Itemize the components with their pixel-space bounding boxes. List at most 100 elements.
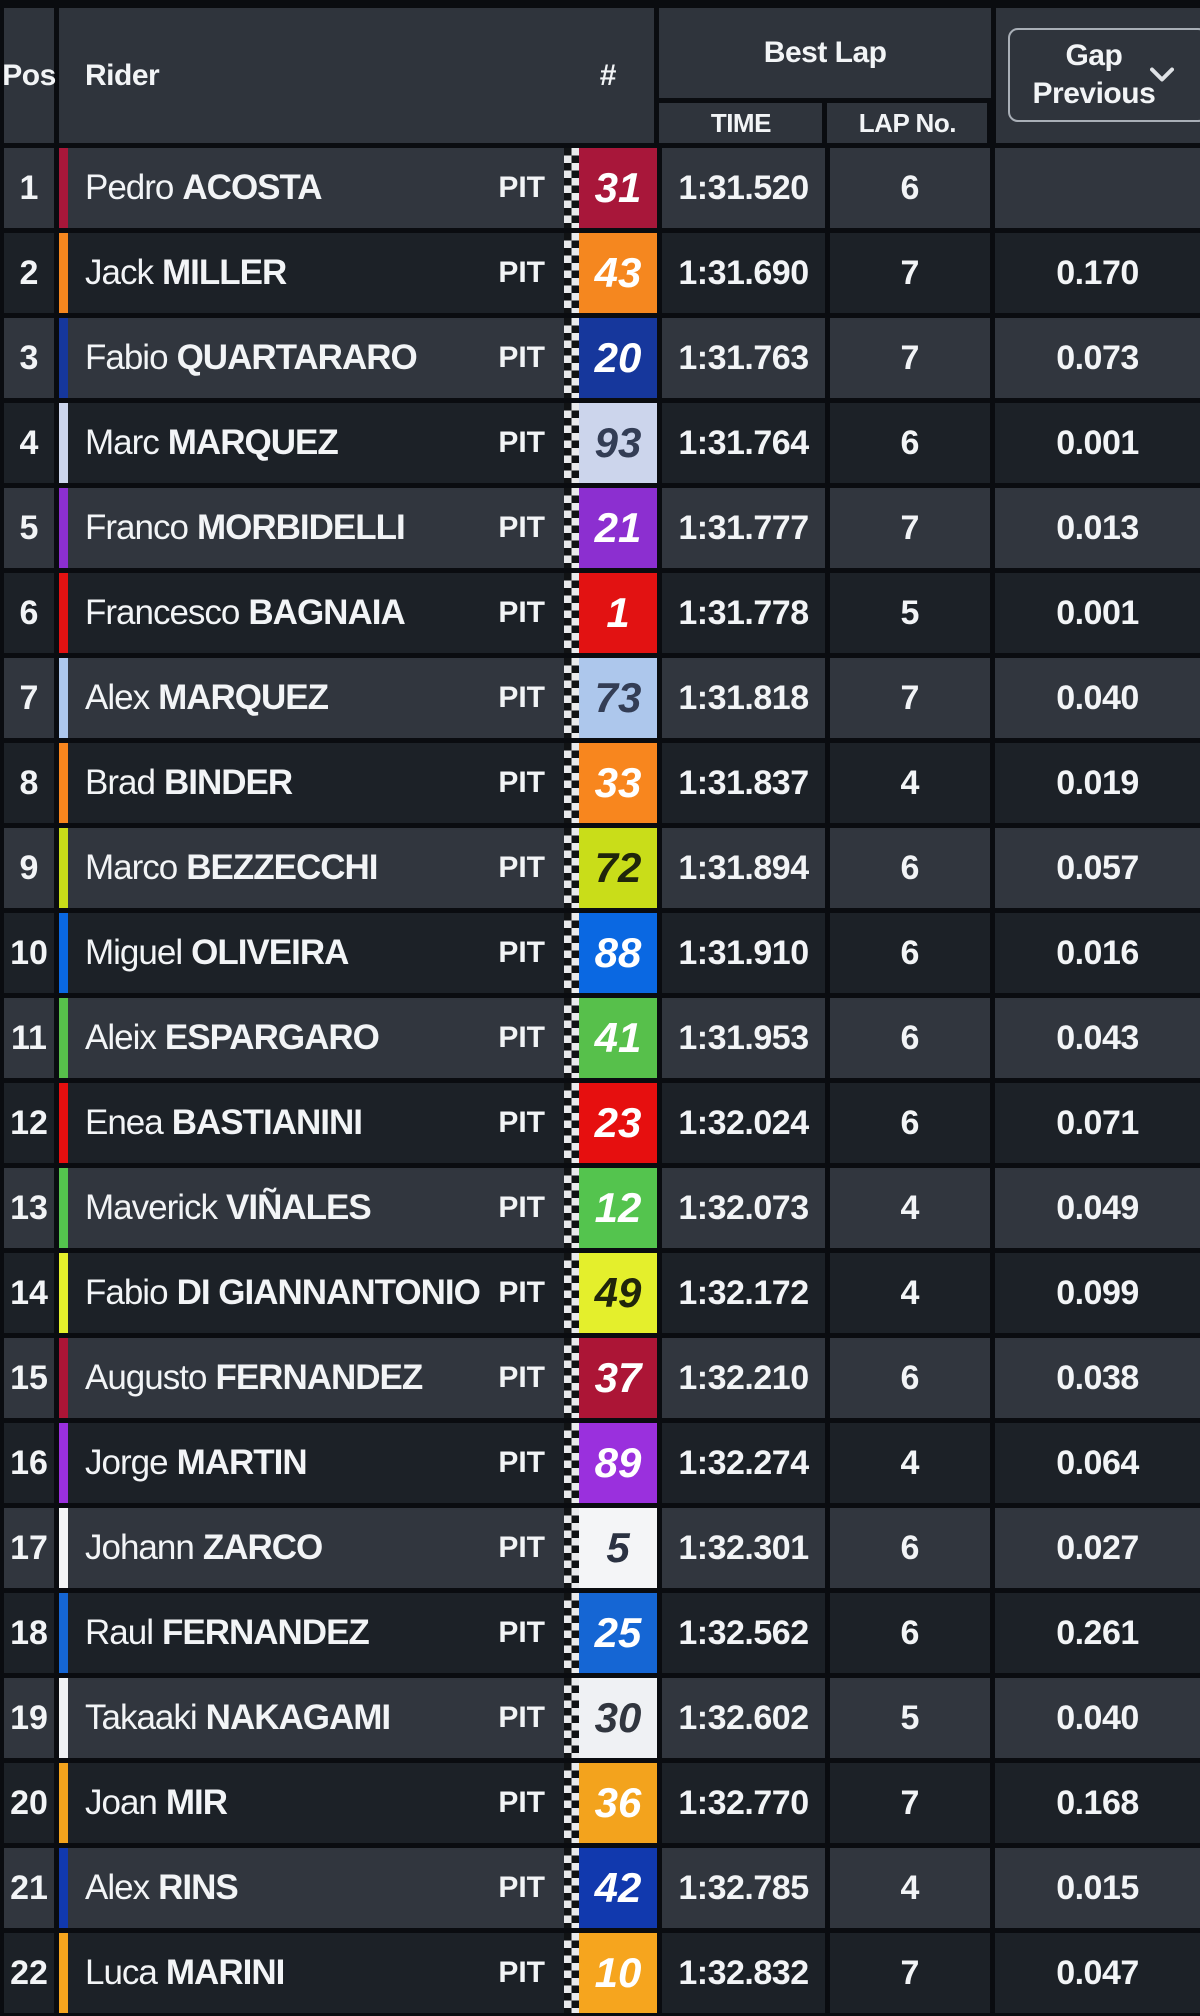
rider-cell: Joan MIR PIT 36: [59, 1763, 657, 1843]
rider-name: Fabio DI GIANNANTONIO: [85, 1273, 481, 1313]
gap-value: 0.027: [995, 1508, 1200, 1588]
lap-number: 6: [830, 1508, 990, 1588]
checker-strip-icon: [564, 318, 579, 398]
table-row[interactable]: 1 Pedro ACOSTA PIT 31 1:31.520 6: [4, 148, 1200, 228]
table-row[interactable]: 5 Franco MORBIDELLI PIT 21 1:31.777 7 0.0…: [4, 488, 1200, 568]
gap-value: 0.043: [995, 998, 1200, 1078]
best-lap-time: 1:31.520: [662, 148, 825, 228]
rider-name: Fabio QUARTARARO: [85, 338, 418, 378]
position-cell: 20: [4, 1763, 54, 1843]
rider-cell: Raul FERNANDEZ PIT 25: [59, 1593, 657, 1673]
header-lap-no: LAP No.: [827, 103, 988, 143]
rider-first-name: Pedro: [85, 168, 174, 207]
pit-badge: PIT: [498, 1871, 545, 1904]
best-lap-time: 1:32.562: [662, 1593, 825, 1673]
table-row[interactable]: 15 Augusto FERNANDEZ PIT 37 1:32.210 6 0.…: [4, 1338, 1200, 1418]
table-row[interactable]: 18 Raul FERNANDEZ PIT 25 1:32.562 6 0.261: [4, 1593, 1200, 1673]
rider-name: Maverick VIÑALES: [85, 1188, 372, 1228]
position-cell: 14: [4, 1253, 54, 1333]
lap-number: 7: [830, 1763, 990, 1843]
gap-previous-dropdown[interactable]: Gap Previous: [1007, 28, 1200, 122]
best-lap-time: 1:32.073: [662, 1168, 825, 1248]
gap-value: 0.071: [995, 1083, 1200, 1163]
gap-value: 0.019: [995, 743, 1200, 823]
number-plate: 31: [579, 148, 657, 228]
table-row[interactable]: 7 Alex MARQUEZ PIT 73 1:31.818 7 0.040: [4, 658, 1200, 738]
rider-first-name: Aleix: [85, 1018, 157, 1057]
position-cell: 5: [4, 488, 54, 568]
best-lap-time: 1:32.301: [662, 1508, 825, 1588]
table-row[interactable]: 8 Brad BINDER PIT 33 1:31.837 4 0.019: [4, 743, 1200, 823]
rider-first-name: Augusto: [85, 1358, 207, 1397]
best-lap-time: 1:31.894: [662, 828, 825, 908]
checker-strip-icon: [564, 1338, 579, 1418]
rider-first-name: Fabio: [85, 1273, 169, 1312]
best-lap-time: 1:31.690: [662, 233, 825, 313]
lap-number: 6: [830, 1338, 990, 1418]
lap-number: 6: [830, 1593, 990, 1673]
rider-cell: Francesco BAGNAIA PIT 1: [59, 573, 657, 653]
pit-badge: PIT: [498, 1786, 545, 1819]
team-color-stripe: [59, 1253, 68, 1333]
table-row[interactable]: 12 Enea BASTIANINI PIT 23 1:32.024 6 0.07…: [4, 1083, 1200, 1163]
position-cell: 17: [4, 1508, 54, 1588]
table-row[interactable]: 17 Johann ZARCO PIT 5 1:32.301 6 0.027: [4, 1508, 1200, 1588]
number-plate: 36: [579, 1763, 657, 1843]
table-row[interactable]: 21 Alex RINS PIT 42 1:32.785 4 0.015: [4, 1848, 1200, 1928]
table-row[interactable]: 22 Luca MARINI PIT 10 1:32.832 7 0.047: [4, 1933, 1200, 2013]
pit-badge: PIT: [498, 1191, 545, 1224]
table-row[interactable]: 16 Jorge MARTIN PIT 89 1:32.274 4 0.064: [4, 1423, 1200, 1503]
team-color-stripe: [59, 998, 68, 1078]
rider-first-name: Miguel: [85, 933, 183, 972]
number-plate: 10: [579, 1933, 657, 2013]
table-row[interactable]: 19 Takaaki NAKAGAMI PIT 30 1:32.602 5 0.0…: [4, 1678, 1200, 1758]
table-row[interactable]: 14 Fabio DI GIANNANTONIO PIT 49 1:32.172 …: [4, 1253, 1200, 1333]
table-row[interactable]: 3 Fabio QUARTARARO PIT 20 1:31.763 7 0.07…: [4, 318, 1200, 398]
rider-last-name: MARQUEZ: [167, 423, 339, 462]
gap-value: 0.015: [995, 1848, 1200, 1928]
best-lap-time: 1:32.832: [662, 1933, 825, 2013]
team-color-stripe: [59, 1338, 68, 1418]
best-lap-time: 1:32.770: [662, 1763, 825, 1843]
gap-value: 0.040: [995, 658, 1200, 738]
number-plate: 5: [579, 1508, 657, 1588]
lap-number: 7: [830, 488, 990, 568]
gap-previous-label: Gap Previous: [1032, 39, 1156, 110]
table-row[interactable]: 13 Maverick VIÑALES PIT 12 1:32.073 4 0.0…: [4, 1168, 1200, 1248]
table-row[interactable]: 11 Aleix ESPARGARO PIT 41 1:31.953 6 0.04…: [4, 998, 1200, 1078]
checker-strip-icon: [564, 148, 579, 228]
rider-name: Pedro ACOSTA: [85, 168, 323, 208]
number-plate: 89: [579, 1423, 657, 1503]
rider-last-name: BAGNAIA: [248, 593, 405, 632]
pit-badge: PIT: [498, 256, 545, 289]
number-plate: 43: [579, 233, 657, 313]
pit-badge: PIT: [498, 1616, 545, 1649]
table-row[interactable]: 2 Jack MILLER PIT 43 1:31.690 7 0.170: [4, 233, 1200, 313]
number-plate: 88: [579, 913, 657, 993]
rider-cell: Pedro ACOSTA PIT 31: [59, 148, 657, 228]
header-best-lap-group: Best Lap TIME LAP No.: [659, 8, 991, 143]
rider-last-name: NAKAGAMI: [205, 1698, 391, 1737]
pit-badge: PIT: [498, 681, 545, 714]
pit-badge: PIT: [498, 1021, 545, 1054]
chevron-down-icon: [1149, 67, 1174, 82]
table-row[interactable]: 9 Marco BEZZECCHI PIT 72 1:31.894 6 0.057: [4, 828, 1200, 908]
table-row[interactable]: 10 Miguel OLIVEIRA PIT 88 1:31.910 6 0.01…: [4, 913, 1200, 993]
rider-name: Luca MARINI: [85, 1953, 285, 1993]
table-row[interactable]: 4 Marc MARQUEZ PIT 93 1:31.764 6 0.001: [4, 403, 1200, 483]
gap-value: 0.170: [995, 233, 1200, 313]
team-color-stripe: [59, 828, 68, 908]
table-row[interactable]: 6 Francesco BAGNAIA PIT 1 1:31.778 5 0.00…: [4, 573, 1200, 653]
position-cell: 13: [4, 1168, 54, 1248]
rider-cell: Fabio QUARTARARO PIT 20: [59, 318, 657, 398]
pit-badge: PIT: [498, 1446, 545, 1479]
position-cell: 1: [4, 148, 54, 228]
team-color-stripe: [59, 913, 68, 993]
checker-strip-icon: [564, 1593, 579, 1673]
rider-last-name: MARINI: [165, 1953, 285, 1992]
table-row[interactable]: 20 Joan MIR PIT 36 1:32.770 7 0.168: [4, 1763, 1200, 1843]
lap-number: 4: [830, 743, 990, 823]
lap-number: 7: [830, 658, 990, 738]
rider-first-name: Jorge: [85, 1443, 169, 1482]
team-color-stripe: [59, 318, 68, 398]
